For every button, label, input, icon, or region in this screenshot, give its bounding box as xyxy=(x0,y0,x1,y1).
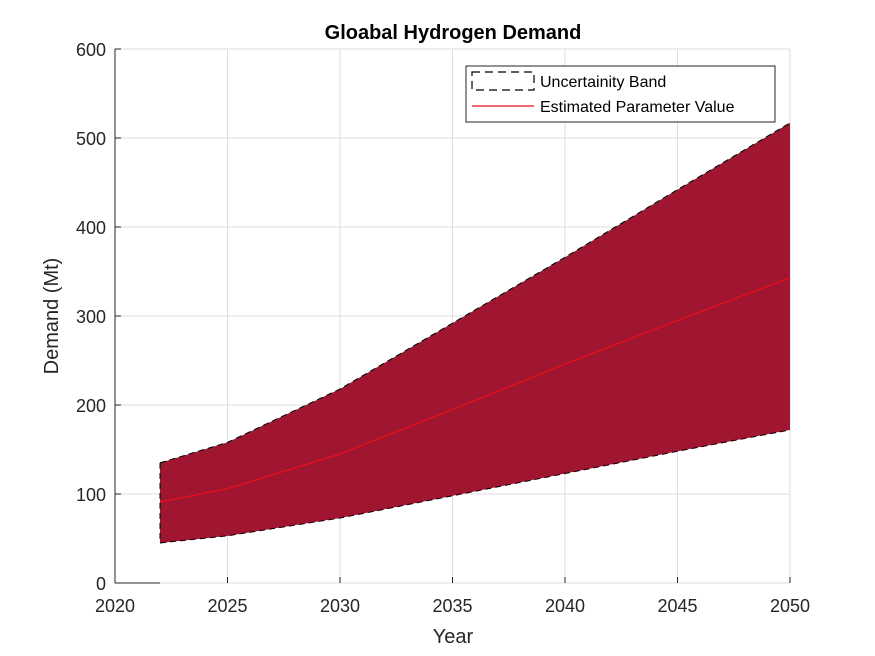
y-tick-label: 600 xyxy=(76,40,106,60)
x-tick-label: 2025 xyxy=(207,596,247,616)
legend-label-band: Uncertainity Band xyxy=(540,74,666,91)
estimate-polyline xyxy=(159,277,791,503)
estimate-line xyxy=(159,277,791,503)
axes xyxy=(114,48,791,584)
tick-labels: 2020 2025 2030 2035 2040 2045 2050 0 100 200 300 40… xyxy=(76,40,810,616)
band-area xyxy=(160,122,790,543)
x-tick-label: 2040 xyxy=(545,596,585,616)
chart-title: Gloabal Hydrogen Demand xyxy=(325,22,582,44)
y-tick-label: 200 xyxy=(76,396,106,416)
band-upper-edge xyxy=(159,122,791,464)
y-tick-label: 500 xyxy=(76,129,106,149)
x-axis-label: Year xyxy=(433,626,474,648)
legend-swatch-band xyxy=(471,71,535,91)
x-tick-label: 2045 xyxy=(657,596,697,616)
x-tick-label: 2035 xyxy=(432,596,472,616)
x-tick-label: 2050 xyxy=(770,596,810,616)
legend: Uncertainity Band Estimated Parameter Va… xyxy=(465,65,776,123)
uncertainty-band xyxy=(159,122,791,544)
legend-label-line: Estimated Parameter Value xyxy=(540,99,735,116)
x-tick-label: 2030 xyxy=(320,596,360,616)
y-axis-label: Demand (Mt) xyxy=(41,258,63,375)
band-lower-edge xyxy=(159,429,791,544)
x-tick-label: 2020 xyxy=(95,596,135,616)
y-tick-label: 300 xyxy=(76,307,106,327)
y-tick-label: 0 xyxy=(96,574,106,594)
y-tick-label: 100 xyxy=(76,485,106,505)
y-tick-label: 400 xyxy=(76,218,106,238)
